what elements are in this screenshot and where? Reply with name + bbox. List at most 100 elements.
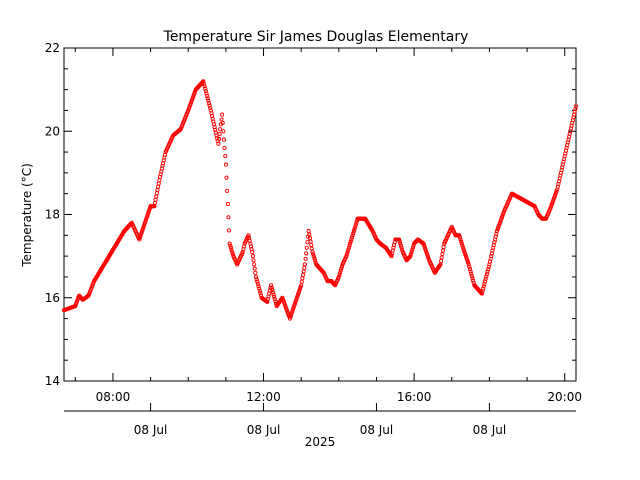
data-point	[281, 299, 286, 304]
data-point	[466, 260, 471, 265]
data-point	[306, 229, 311, 234]
data-point	[208, 105, 213, 111]
data-point	[465, 258, 470, 263]
data-point	[294, 296, 299, 301]
data-point	[146, 209, 151, 214]
data-point	[295, 294, 300, 299]
data-point	[253, 270, 258, 275]
data-point	[139, 231, 144, 236]
chart-title: Temperature Sir James Douglas Elementary	[163, 29, 469, 45]
data-point	[337, 272, 342, 277]
data-point	[301, 269, 306, 274]
data-point	[218, 127, 223, 132]
data-point	[269, 283, 274, 288]
data-point	[283, 304, 288, 309]
data-point	[272, 297, 277, 302]
data-point	[311, 254, 316, 259]
data-point	[350, 233, 355, 238]
data-point	[219, 117, 224, 122]
data-point	[220, 112, 225, 117]
x-time-tick-label: 20:00	[547, 390, 582, 404]
data-point	[156, 184, 161, 189]
data-point	[425, 254, 430, 259]
data-point	[226, 215, 231, 220]
data-point	[348, 241, 353, 246]
data-point	[137, 237, 142, 242]
data-point	[458, 237, 463, 242]
data-point	[471, 278, 476, 283]
data-point	[409, 249, 414, 255]
data-point	[336, 274, 341, 279]
data-point	[203, 88, 208, 94]
data-point	[441, 245, 446, 250]
data-point	[204, 91, 209, 96]
data-point	[467, 267, 473, 272]
data-point	[222, 145, 227, 150]
data-point	[252, 266, 257, 271]
data-point	[467, 264, 472, 269]
data-point	[142, 222, 147, 227]
data-point	[312, 258, 318, 263]
data-point	[138, 233, 143, 238]
y-tick-label: 18	[45, 208, 60, 222]
x-date-tick-label: 08 Jul	[360, 423, 394, 437]
data-point	[309, 242, 314, 248]
data-point	[351, 231, 356, 236]
data-point	[303, 256, 308, 261]
data-point	[482, 281, 487, 286]
data-point	[201, 79, 206, 84]
data-point	[289, 310, 294, 316]
data-point	[459, 239, 464, 244]
data-point	[573, 104, 579, 109]
data-point	[255, 279, 260, 284]
data-point	[548, 204, 553, 209]
data-point	[397, 237, 402, 242]
data-point	[253, 274, 259, 279]
data-point	[349, 237, 354, 242]
data-point	[270, 290, 275, 295]
data-point	[398, 241, 403, 246]
data-point	[468, 269, 473, 274]
data-point	[206, 98, 211, 103]
data-point	[223, 162, 228, 167]
data-point	[255, 281, 260, 286]
data-point	[290, 307, 296, 312]
data-point	[309, 246, 314, 251]
data-point	[271, 292, 276, 297]
data-point	[481, 284, 486, 289]
data-point	[486, 264, 491, 269]
data-point	[351, 229, 356, 234]
data-point	[287, 316, 292, 321]
data-point	[346, 245, 351, 250]
data-point	[457, 233, 462, 238]
data-point	[191, 94, 196, 99]
data-point	[143, 218, 148, 224]
data-point	[460, 243, 465, 248]
data-point	[157, 178, 162, 183]
data-point	[292, 301, 297, 306]
data-point	[312, 256, 317, 261]
x-date-tick-label: 08 Jul	[247, 423, 281, 437]
data-point	[288, 314, 293, 319]
x-time-tick-label: 16:00	[397, 390, 432, 404]
y-tick-label: 22	[45, 41, 60, 55]
data-point	[216, 141, 221, 146]
data-point	[470, 276, 475, 281]
data-point	[147, 207, 152, 212]
data-point	[469, 271, 474, 276]
data-point	[354, 220, 359, 225]
data-point	[469, 273, 474, 279]
data-point	[410, 247, 415, 252]
data-point	[73, 304, 78, 309]
data-point	[292, 303, 297, 308]
data-point	[338, 270, 343, 275]
data-point	[462, 249, 467, 254]
data-point	[348, 239, 353, 244]
data-point	[498, 220, 503, 225]
data-point	[296, 290, 301, 295]
data-point	[203, 86, 208, 91]
data-point	[205, 93, 210, 98]
data-point	[346, 247, 351, 252]
data-point	[154, 194, 159, 199]
data-point	[297, 288, 302, 293]
